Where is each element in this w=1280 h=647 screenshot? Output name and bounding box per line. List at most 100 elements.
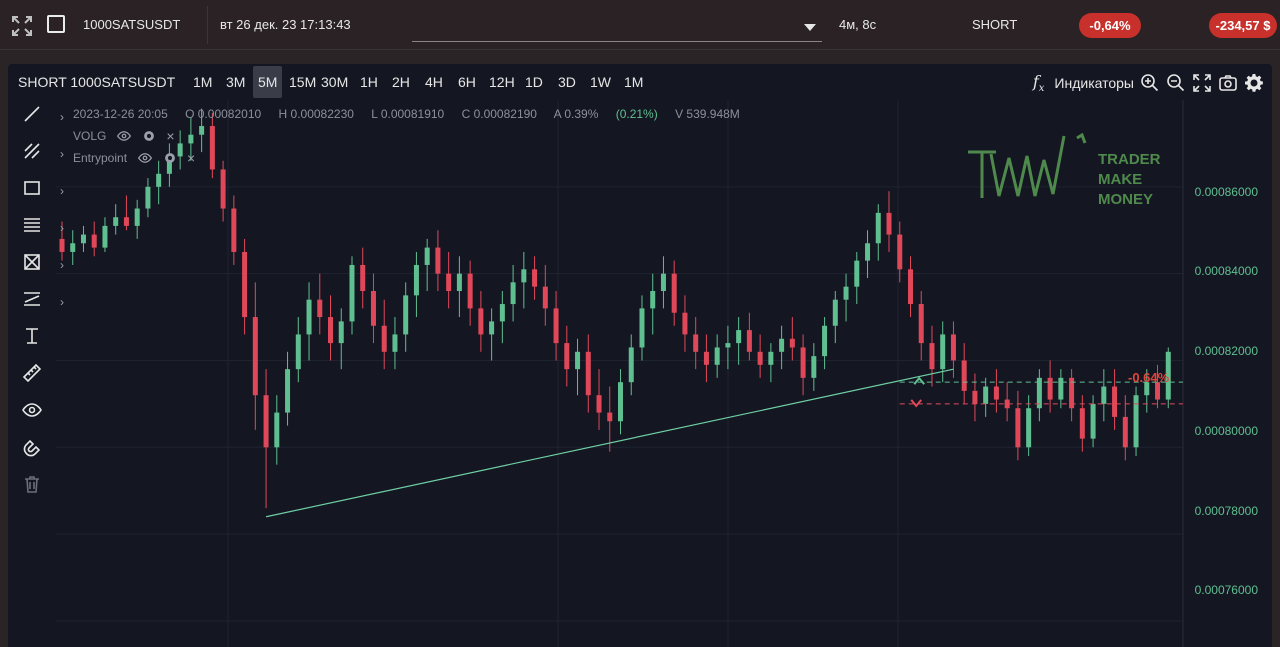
fib-tool[interactable]: › <box>22 141 64 169</box>
candle-body <box>499 304 505 322</box>
candle-body <box>188 134 194 144</box>
pattern-tool[interactable]: › <box>22 252 64 280</box>
delete-tool[interactable] <box>22 474 58 502</box>
candle-body <box>585 351 591 396</box>
zoom-in-icon[interactable] <box>1140 73 1160 93</box>
candle-body <box>1079 408 1085 439</box>
price-tick: 0.00076000 <box>1194 583 1258 597</box>
symbol-label: 1000SATSUSDT <box>83 17 181 32</box>
chevron-right-icon[interactable]: › <box>60 295 64 309</box>
price-tick: 0.00084000 <box>1194 264 1258 278</box>
logo-word: TRADER <box>1098 151 1161 168</box>
chevron-right-icon[interactable]: › <box>60 184 64 198</box>
timeframe-15m-3[interactable]: 15M <box>289 74 317 90</box>
rectangle-icon <box>24 181 40 195</box>
candle-body <box>703 351 709 365</box>
candle-body <box>886 212 892 235</box>
fx-icon[interactable]: fx <box>1032 72 1045 95</box>
candle-body <box>306 299 312 335</box>
close-icon[interactable]: × <box>187 150 196 166</box>
eye-icon[interactable] <box>137 151 153 165</box>
timeframe-1m-0[interactable]: 1M <box>193 74 213 90</box>
candle-body <box>854 260 860 287</box>
candle-body <box>929 343 935 370</box>
candle-body <box>972 390 978 404</box>
candle-body <box>456 273 462 292</box>
gear-icon[interactable] <box>142 129 156 143</box>
candle-body <box>800 347 806 378</box>
timeframe-30m-4[interactable]: 30M <box>321 74 349 90</box>
chevron-right-icon[interactable]: › <box>60 221 64 235</box>
lines-tool[interactable]: › <box>22 215 64 243</box>
candle-body <box>1112 386 1118 417</box>
price-tick: 0.00080000 <box>1194 424 1258 438</box>
timeframe-1w-12[interactable]: 1W <box>590 74 611 90</box>
candle-body <box>274 412 280 448</box>
candle-body <box>478 308 484 335</box>
candle-body <box>575 351 581 370</box>
chevron-right-icon[interactable]: › <box>60 147 64 161</box>
candle-body <box>231 208 237 252</box>
candle-body <box>650 291 656 309</box>
candle-body <box>961 360 967 391</box>
fullscreen-icon[interactable] <box>1192 73 1212 93</box>
projection-tool[interactable]: › <box>22 289 64 317</box>
divider <box>207 6 208 44</box>
candle-body <box>370 291 376 326</box>
timeframe-12h-9[interactable]: 12H <box>489 74 515 90</box>
legend-volg: VOLG × <box>73 128 175 144</box>
position-dropdown[interactable] <box>412 10 822 42</box>
magnet-tool[interactable] <box>22 437 58 465</box>
select-checkbox[interactable] <box>47 15 65 33</box>
timeframe-5m-2[interactable]: 5M <box>253 66 283 98</box>
expand-icon[interactable] <box>10 14 34 38</box>
chart-toolbar: SHORT 1000SATSUSDT 1M 3M 5M 15M 30M 1H 2H 4H 6H 1… <box>8 64 1272 100</box>
candle-body <box>907 269 913 305</box>
legend-label: Entrypoint <box>73 151 128 165</box>
ruler-tool[interactable] <box>22 363 58 391</box>
zoom-out-icon[interactable] <box>1166 73 1186 93</box>
candle-body <box>145 186 151 209</box>
eye-icon[interactable] <box>116 129 132 143</box>
candle-body <box>381 325 387 352</box>
rectangle-tool[interactable]: › <box>22 178 64 206</box>
candle-body <box>779 338 785 352</box>
indicators-button[interactable]: Индикаторы <box>1054 75 1134 92</box>
timeframe-6h-8[interactable]: 6H <box>458 74 476 90</box>
chart-toolbar-right: fx Индикаторы <box>1033 72 1264 94</box>
screenshot-icon[interactable] <box>1218 73 1238 93</box>
candle-body <box>166 156 172 174</box>
candle-body <box>446 273 452 292</box>
timeframe-3d-11[interactable]: 3D <box>558 74 576 90</box>
logo-wordmark: TRADER MAKE MONEY <box>1098 150 1161 210</box>
gear-icon[interactable] <box>163 151 177 165</box>
chevron-right-icon[interactable]: › <box>60 258 64 272</box>
text-tool[interactable] <box>22 326 58 354</box>
candle-body <box>596 395 602 413</box>
visibility-tool[interactable] <box>22 400 58 428</box>
chart-title: SHORT 1000SATSUSDT <box>18 74 176 90</box>
close-icon[interactable]: × <box>166 128 175 144</box>
timeframe-3m-1[interactable]: 3M <box>226 74 246 90</box>
settings-gear-icon[interactable] <box>1244 73 1264 93</box>
timeframe-4h-7[interactable]: 4H <box>425 74 443 90</box>
timeframe-1h-5[interactable]: 1H <box>360 74 378 90</box>
candle-body <box>102 225 108 248</box>
chevron-right-icon[interactable]: › <box>60 110 64 124</box>
projection-icon <box>24 292 40 306</box>
legend-entrypoint: Entrypoint × <box>73 150 195 166</box>
candle-body <box>113 217 119 226</box>
horizontal-lines-icon <box>24 218 40 232</box>
ohlc-amplitude: A 0.39% <box>553 107 599 121</box>
price-chart[interactable] <box>8 64 1272 647</box>
candle-body <box>660 273 666 292</box>
candle-body <box>521 269 527 283</box>
timeframe-1m-13[interactable]: 1M <box>624 74 644 90</box>
line-tool[interactable]: › <box>22 104 64 132</box>
candle-body <box>467 273 473 309</box>
candle-body <box>1122 416 1128 448</box>
timeframe-2h-6[interactable]: 2H <box>392 74 410 90</box>
position-datetime: вт 26 дек. 23 17:13:43 <box>220 17 351 32</box>
timeframe-1d-10[interactable]: 1D <box>525 74 543 90</box>
price-tick: 0.00082000 <box>1194 344 1258 358</box>
